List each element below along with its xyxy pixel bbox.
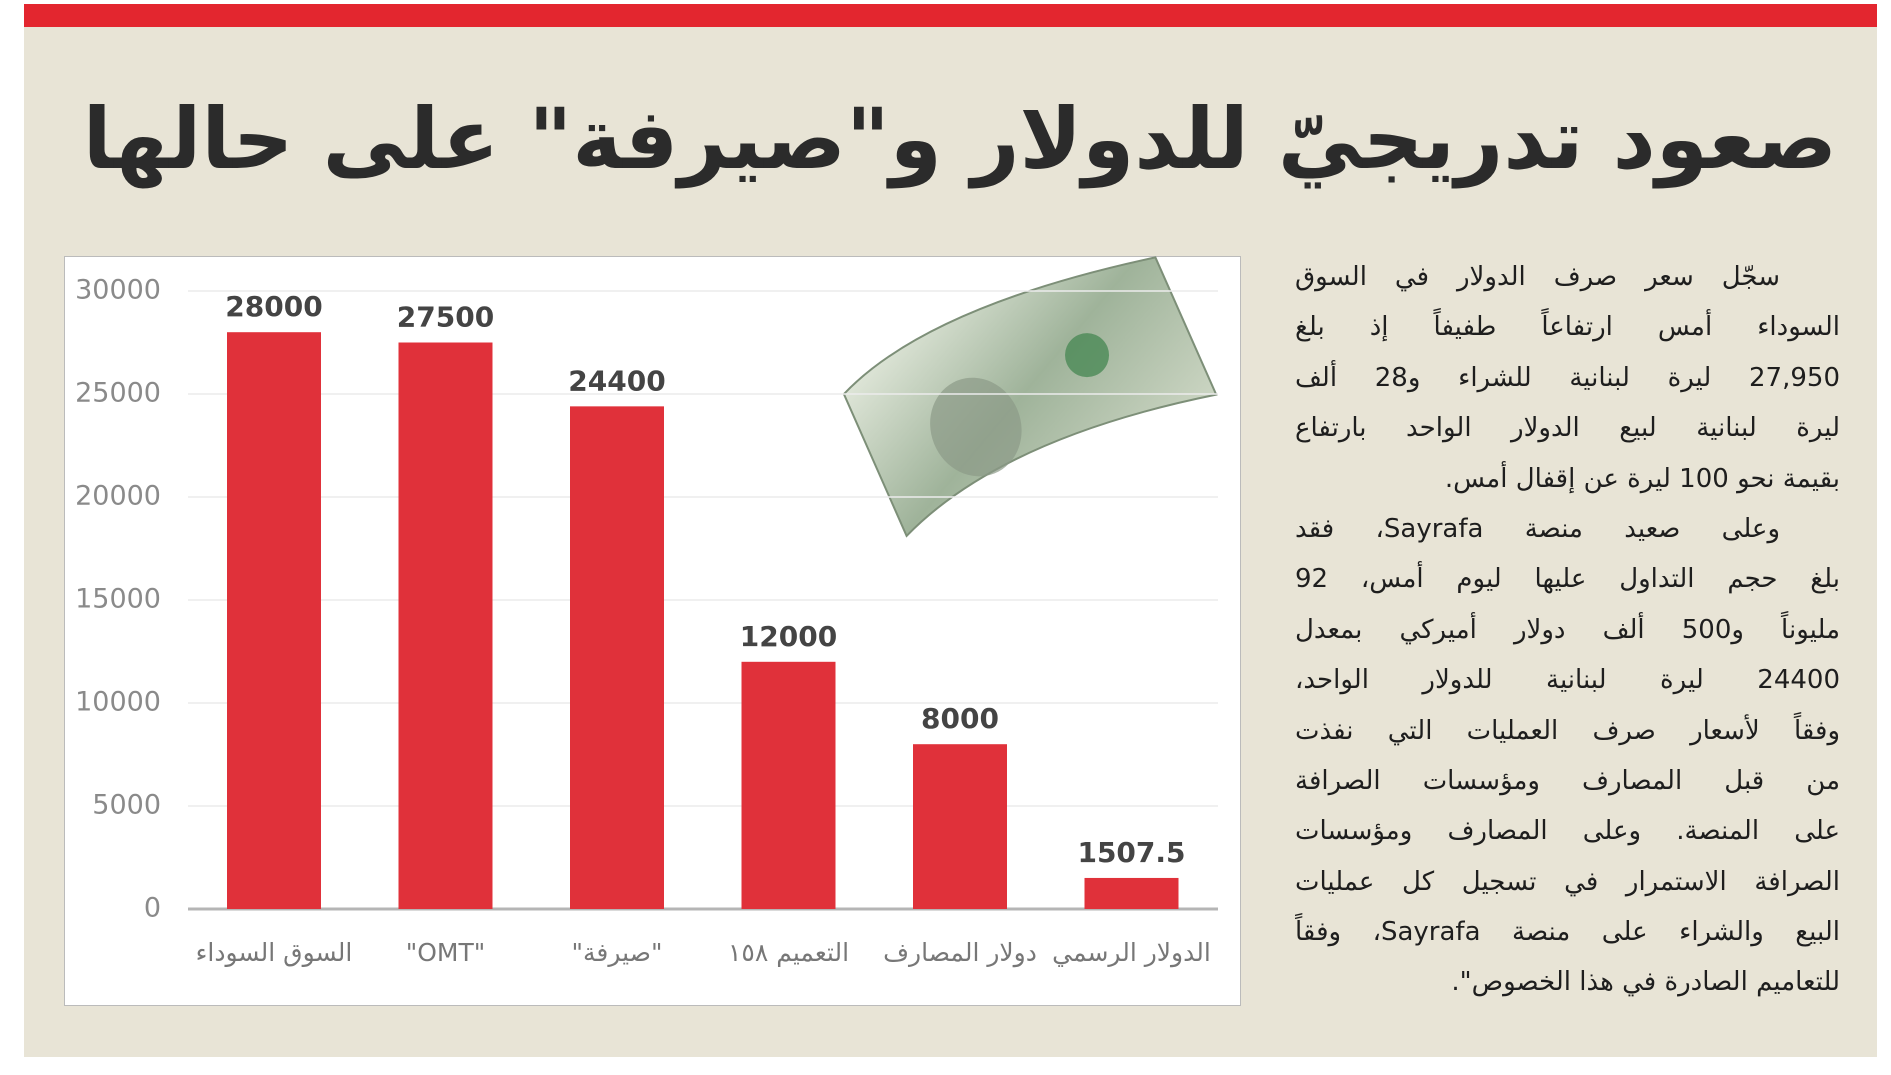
- x-tick-label: التعميم ١٥٨: [728, 938, 849, 968]
- y-tick-label: 25000: [75, 378, 161, 409]
- article-line: 24400 ليرة لبنانية للدولار الواحد،: [1295, 665, 1840, 696]
- article-line: مليوناً و500 ألف دولار أميركي بمعدل: [1295, 614, 1840, 645]
- article-line: من قبل المصارف ومؤسسات الصرافة: [1295, 765, 1840, 796]
- top-bar: [24, 4, 1877, 27]
- bar: [741, 661, 836, 909]
- data-label: 1507.5: [1077, 836, 1185, 869]
- article-line: الصرافة الاستمرار في تسجيل كل عمليات: [1295, 866, 1840, 897]
- bar: [570, 406, 664, 909]
- bar: [398, 342, 493, 909]
- article-line: السوداء أمس ارتفاعاً طفيفاً إذ بلغ: [1295, 312, 1840, 343]
- data-label: 8000: [921, 702, 999, 735]
- y-tick-label: 0: [144, 893, 161, 924]
- data-label: 27500: [397, 301, 494, 334]
- article-line: سجّل سعر صرف الدولار في السوق: [1295, 262, 1780, 292]
- x-tick-label: "صيرفة": [572, 938, 663, 967]
- data-label: 28000: [225, 290, 322, 323]
- article-line: البيع والشراء على منصة Sayrafa، وفقاً: [1295, 917, 1840, 948]
- article-line: وعلى صعيد منصة Sayrafa، فقد: [1295, 513, 1780, 544]
- x-tick-label: "OMT": [406, 938, 486, 967]
- y-tick-label: 15000: [75, 584, 161, 615]
- data-label: 24400: [568, 364, 665, 397]
- y-tick-label: 5000: [92, 790, 161, 821]
- article-line: ليرة لبنانية لبيع الدولار الواحد بارتفاع: [1295, 413, 1840, 444]
- y-tick-label: 10000: [75, 687, 161, 718]
- article: سجّل سعر صرف الدولار في السوق السوداء أمس…: [1295, 252, 1840, 1008]
- article-line: على المنصة. وعلى المصارف ومؤسسات: [1295, 816, 1840, 847]
- article-line: بلغ حجم التداول عليها ليوم أمس، 92: [1295, 564, 1840, 595]
- bar: [1084, 877, 1179, 909]
- article-line: للتعاميم الصادرة في هذا الخصوص".: [1451, 967, 1840, 998]
- dollar-illustration: [842, 256, 1218, 538]
- x-tick-label: الدولار الرسمي: [1052, 938, 1211, 968]
- chart: 0 5000 10000 15000 20000 25000 30000 السوق السو…: [75, 256, 1218, 968]
- bar: [227, 332, 321, 909]
- article-line: 27,950 ليرة لبنانية للشراء و28 ألف: [1295, 362, 1840, 393]
- bar: [913, 744, 1007, 909]
- headline: صعود تدريجيّ للدولار و"صيرفة" على حالها: [82, 90, 1837, 188]
- y-tick-label: 30000: [75, 275, 161, 306]
- x-tick-label: السوق السوداء: [196, 938, 353, 967]
- article-line: وفقاً لأسعار صرف العمليات التي نفذت: [1295, 715, 1840, 746]
- x-tick-label: دولار المصارف: [883, 938, 1037, 968]
- data-label: 12000: [740, 620, 837, 653]
- article-line: بقيمة نحو 100 ليرة عن إقفال أمس.: [1444, 463, 1840, 494]
- y-tick-label: 20000: [75, 481, 161, 512]
